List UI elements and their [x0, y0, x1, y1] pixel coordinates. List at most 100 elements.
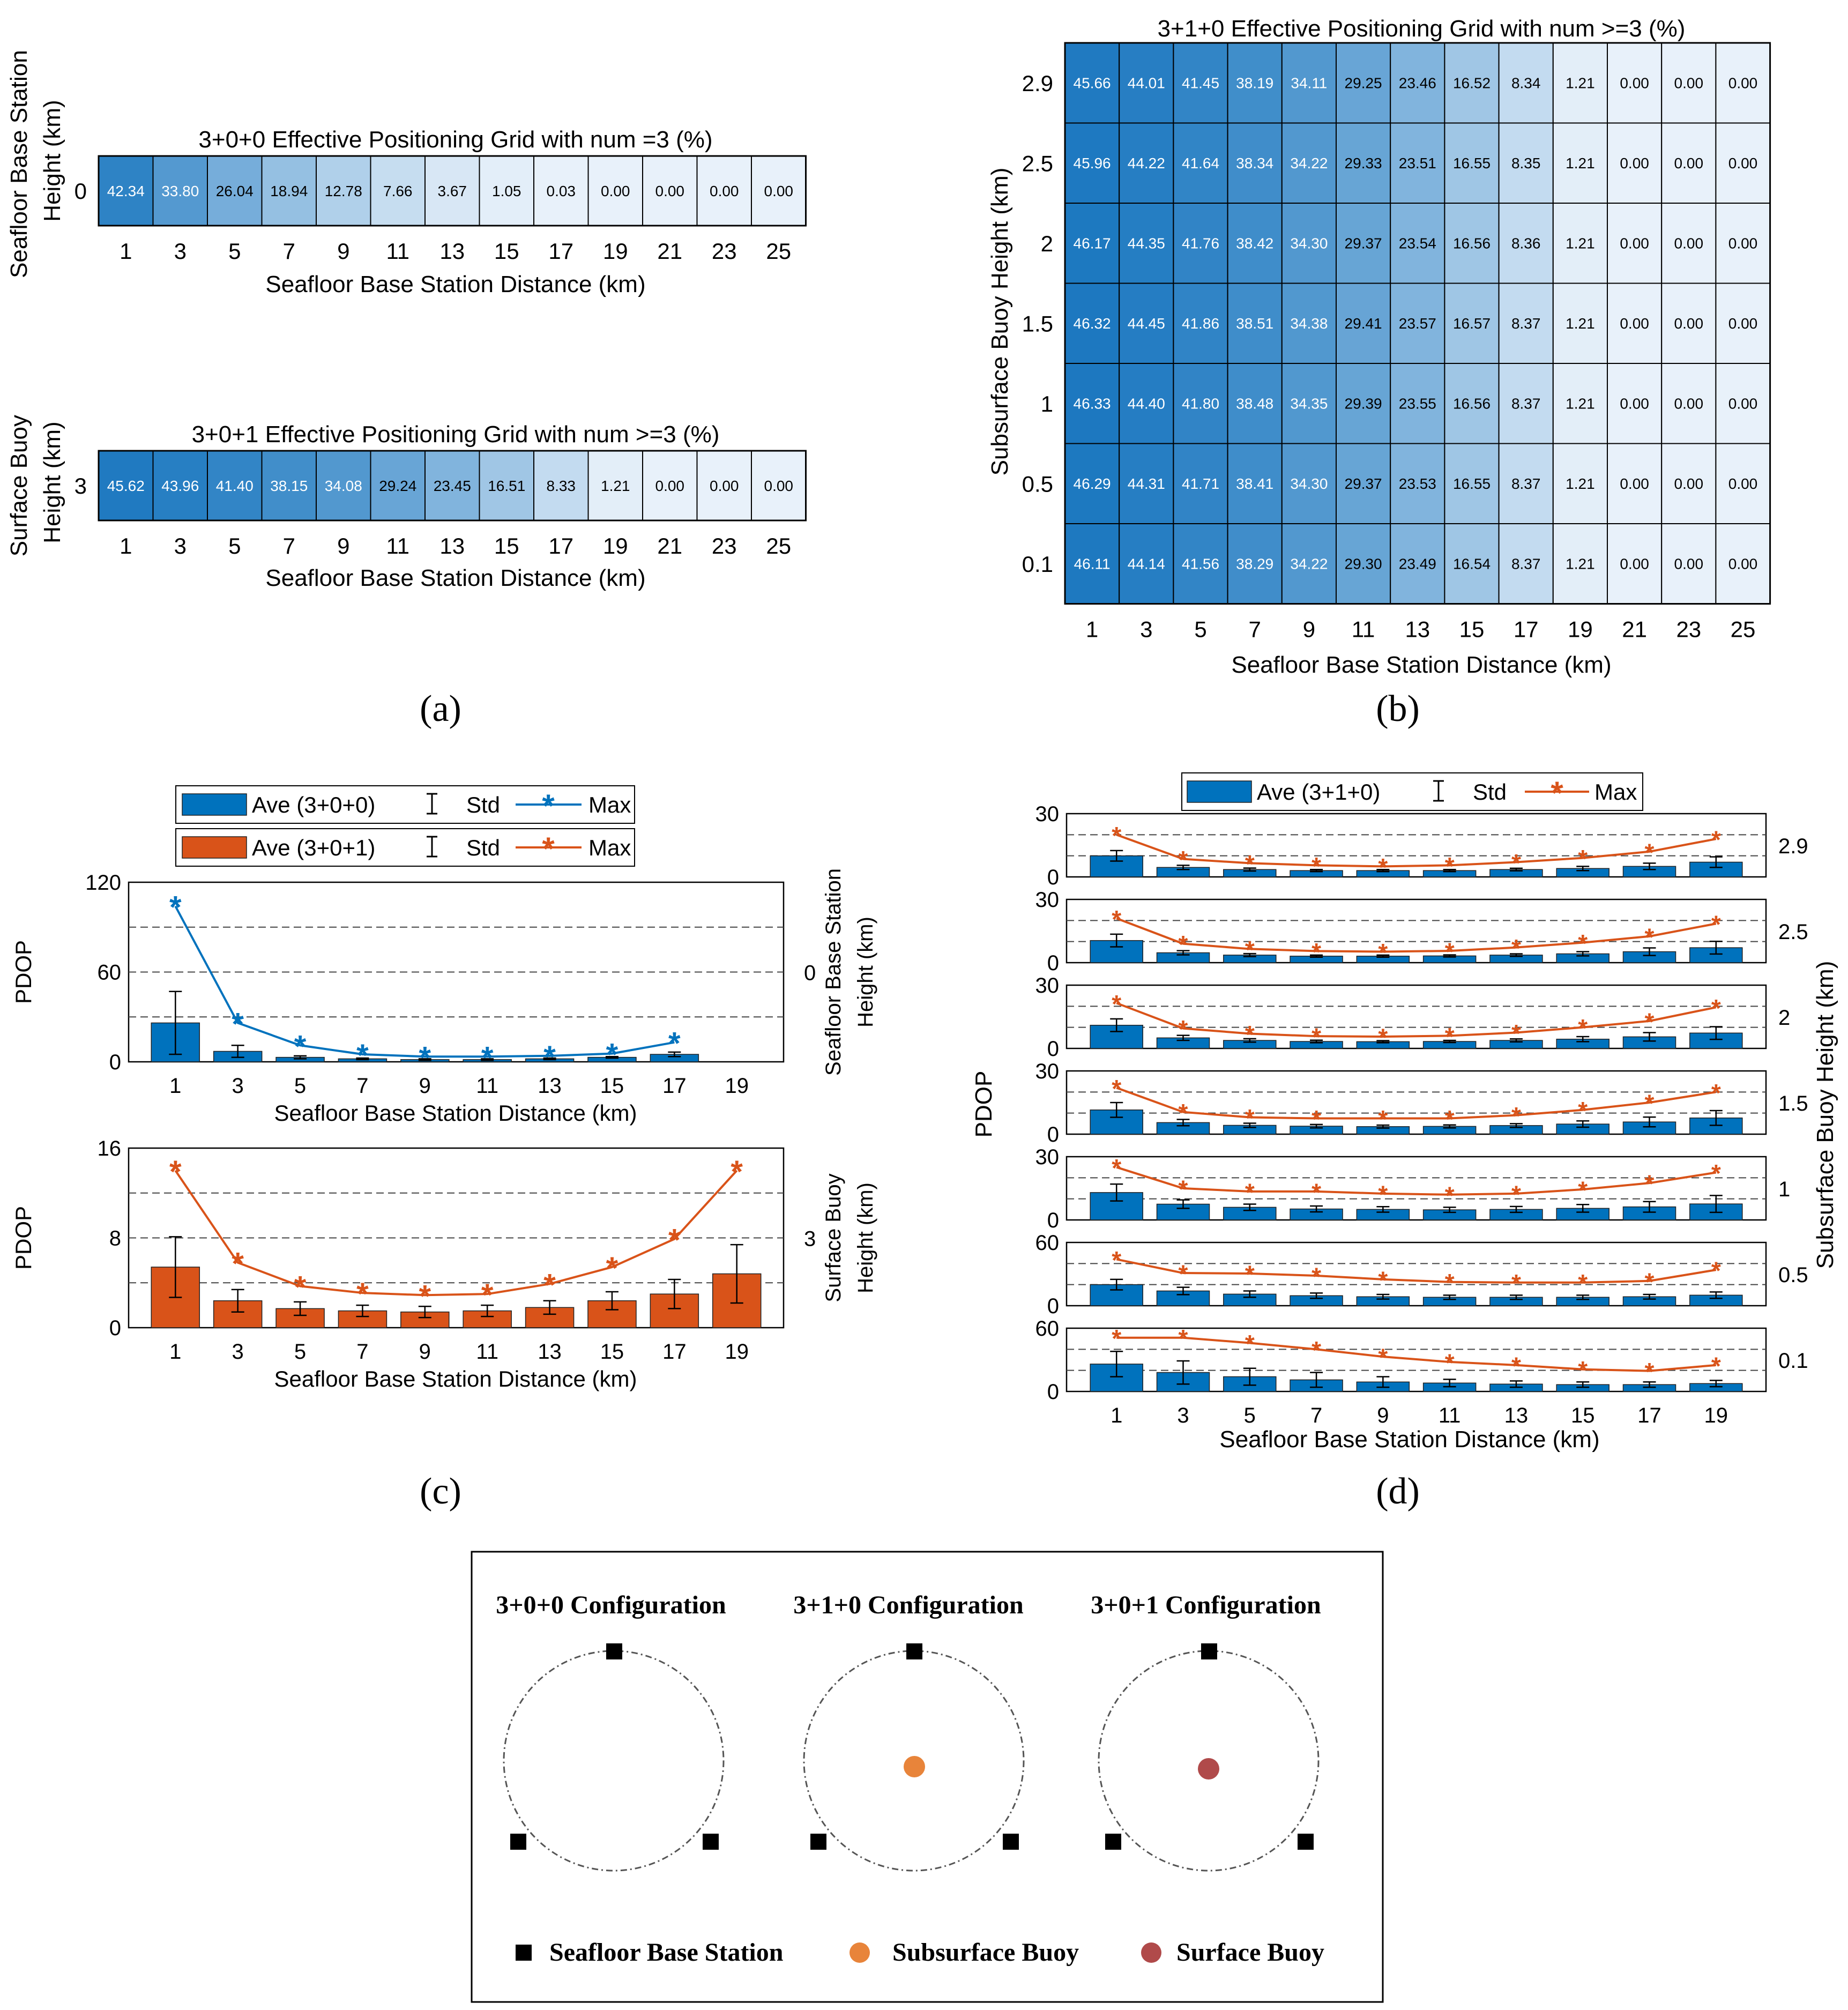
x-tick-label: 19 [1704, 1404, 1728, 1427]
pdop-chart-d: Ave (3+1+0) Std * Max 030** * * * * * * * * 2.9030**… [971, 772, 1838, 1453]
cell-value: 29.39 [1345, 396, 1382, 412]
max-marker: * [1578, 1356, 1588, 1384]
max-marker: * [1511, 1102, 1521, 1130]
base-station-marker [906, 1643, 922, 1659]
cell-value: 7.66 [383, 183, 413, 199]
x-tick-label: 1 [1111, 1404, 1122, 1427]
max-marker: * [1445, 1349, 1455, 1376]
max-marker: * [1378, 1344, 1388, 1372]
max-marker: * [1245, 1260, 1255, 1288]
x-tick-label: 7 [1310, 1404, 1322, 1427]
y-tick-label: 0 [109, 1051, 121, 1074]
legend: Ave (3+0+0) Std * Max Ave (3+0+1) Std * Max [175, 785, 635, 867]
heatmap-cell [152, 450, 208, 521]
y-tick-label: 30 [1035, 1060, 1060, 1083]
heatmap-cell [1281, 523, 1337, 605]
x-tick-label: 11 [1439, 1404, 1461, 1427]
cell-value: 34.22 [1290, 155, 1328, 172]
max-marker: * [1179, 1175, 1188, 1203]
max-marker: * [1112, 1075, 1121, 1103]
right-tick-label: 0 [804, 962, 816, 985]
max-marker: * [1179, 1260, 1188, 1288]
cell-value: 45.62 [107, 478, 145, 494]
heatmap-title: 3+1+0 Effective Positioning Grid with nu… [1158, 16, 1686, 42]
heatmap-cell [1227, 363, 1283, 444]
cell-value: 16.54 [1453, 556, 1491, 572]
max-marker: * [1312, 1336, 1321, 1364]
max-marker: * [419, 1040, 431, 1075]
y-tick-label: 0 [1047, 1209, 1059, 1232]
cell-value: 44.40 [1128, 396, 1165, 412]
cell-value: 8.37 [1511, 315, 1541, 332]
pdop-subplot-height-1-5: 0 30 * * * * * * * * * * 1.5 [1035, 1060, 1808, 1147]
max-marker: * [1245, 1021, 1255, 1048]
heatmap-cell [1498, 42, 1554, 124]
x-tick-label: 5 [1194, 617, 1206, 642]
cell-value: 34.11 [1291, 75, 1327, 92]
cell-value: 41.64 [1182, 155, 1219, 172]
y-tick-label: 0 [1047, 1123, 1059, 1147]
cell-value: 0.00 [1728, 75, 1758, 92]
heatmap-cell [1444, 203, 1500, 284]
heatmap-3-1-0: 3+1+0 Effective Positioning Grid with nu… [987, 16, 1771, 678]
x-tick-label: 17 [548, 533, 573, 559]
cell-value: 0.00 [1728, 475, 1758, 492]
max-marker: * [1711, 1079, 1721, 1107]
legend-max-label: Max [1594, 779, 1637, 805]
heatmap-cell [1661, 523, 1717, 605]
max-marker: * [232, 1007, 244, 1041]
x-tick-label: 13 [1405, 617, 1430, 642]
x-tick-label: 17 [1514, 617, 1539, 642]
cell-value: 16.51 [488, 478, 525, 494]
heatmap-cell [1064, 122, 1120, 204]
x-tick-label: 13 [538, 1340, 562, 1364]
heatmap-cell [316, 450, 371, 521]
cell-value: 0.00 [1620, 155, 1649, 172]
y-label-line-2: Height (km) [39, 100, 65, 221]
heatmap-title: 3+0+0 Effective Positioning Grid with nu… [198, 126, 712, 153]
x-tick-label: 21 [1622, 617, 1647, 642]
legend-bar-swatch [182, 793, 247, 816]
cell-value: 41.86 [1182, 315, 1219, 332]
x-tick-label: 15 [494, 239, 519, 264]
x-tick-label: 13 [439, 533, 465, 559]
cell-value: 0.00 [1728, 396, 1758, 412]
cell-value: 34.30 [1290, 235, 1328, 252]
legend-std-label: Std [466, 792, 500, 817]
heatmap-cell [1064, 523, 1120, 605]
x-tick-label: 3 [232, 1340, 244, 1364]
cell-value: 38.51 [1236, 315, 1273, 332]
heatmap-cell [1227, 203, 1283, 284]
cell-value: 41.80 [1182, 396, 1219, 412]
legend-ave-label: Ave (3+0+0) [252, 792, 375, 817]
y-tick-label: 1 [1041, 391, 1053, 416]
max-marker: * [606, 1038, 619, 1073]
cell-value: 16.56 [1453, 235, 1491, 252]
max-marker: * [1645, 1268, 1655, 1296]
cell-value: 0.00 [655, 478, 685, 494]
max-marker: * [1312, 1262, 1321, 1290]
x-tick-label: 13 [1504, 1404, 1529, 1427]
max-marker: * [668, 1223, 681, 1258]
cell-value: 29.33 [1345, 155, 1382, 172]
max-line [1116, 917, 1717, 953]
x-tick-label: 1 [120, 239, 132, 264]
heatmap-cell [1444, 363, 1500, 444]
max-marker: * [1711, 1257, 1721, 1285]
x-tick-label: 5 [228, 533, 241, 559]
cell-value: 46.17 [1074, 235, 1111, 252]
max-marker: * [1179, 1099, 1188, 1127]
cell-value: 44.01 [1128, 75, 1165, 92]
heatmap-cell [1227, 523, 1283, 605]
heatmap-cell [1173, 282, 1228, 364]
x-tick-label: 15 [1571, 1404, 1595, 1427]
cell-value: 46.33 [1074, 396, 1111, 412]
cell-value: 33.80 [161, 183, 199, 199]
y-tick-label: 60 [98, 961, 122, 985]
pdop-subplot-height-2-5: 0 30 * * * * * * * * * * 2.5 [1035, 888, 1808, 975]
y-tick-label: 8 [109, 1227, 121, 1250]
x-tick-label: 23 [712, 239, 737, 264]
heatmap-cell [1336, 282, 1391, 364]
heatmap-cell [1281, 122, 1337, 204]
cell-value: 1.21 [1566, 556, 1595, 572]
